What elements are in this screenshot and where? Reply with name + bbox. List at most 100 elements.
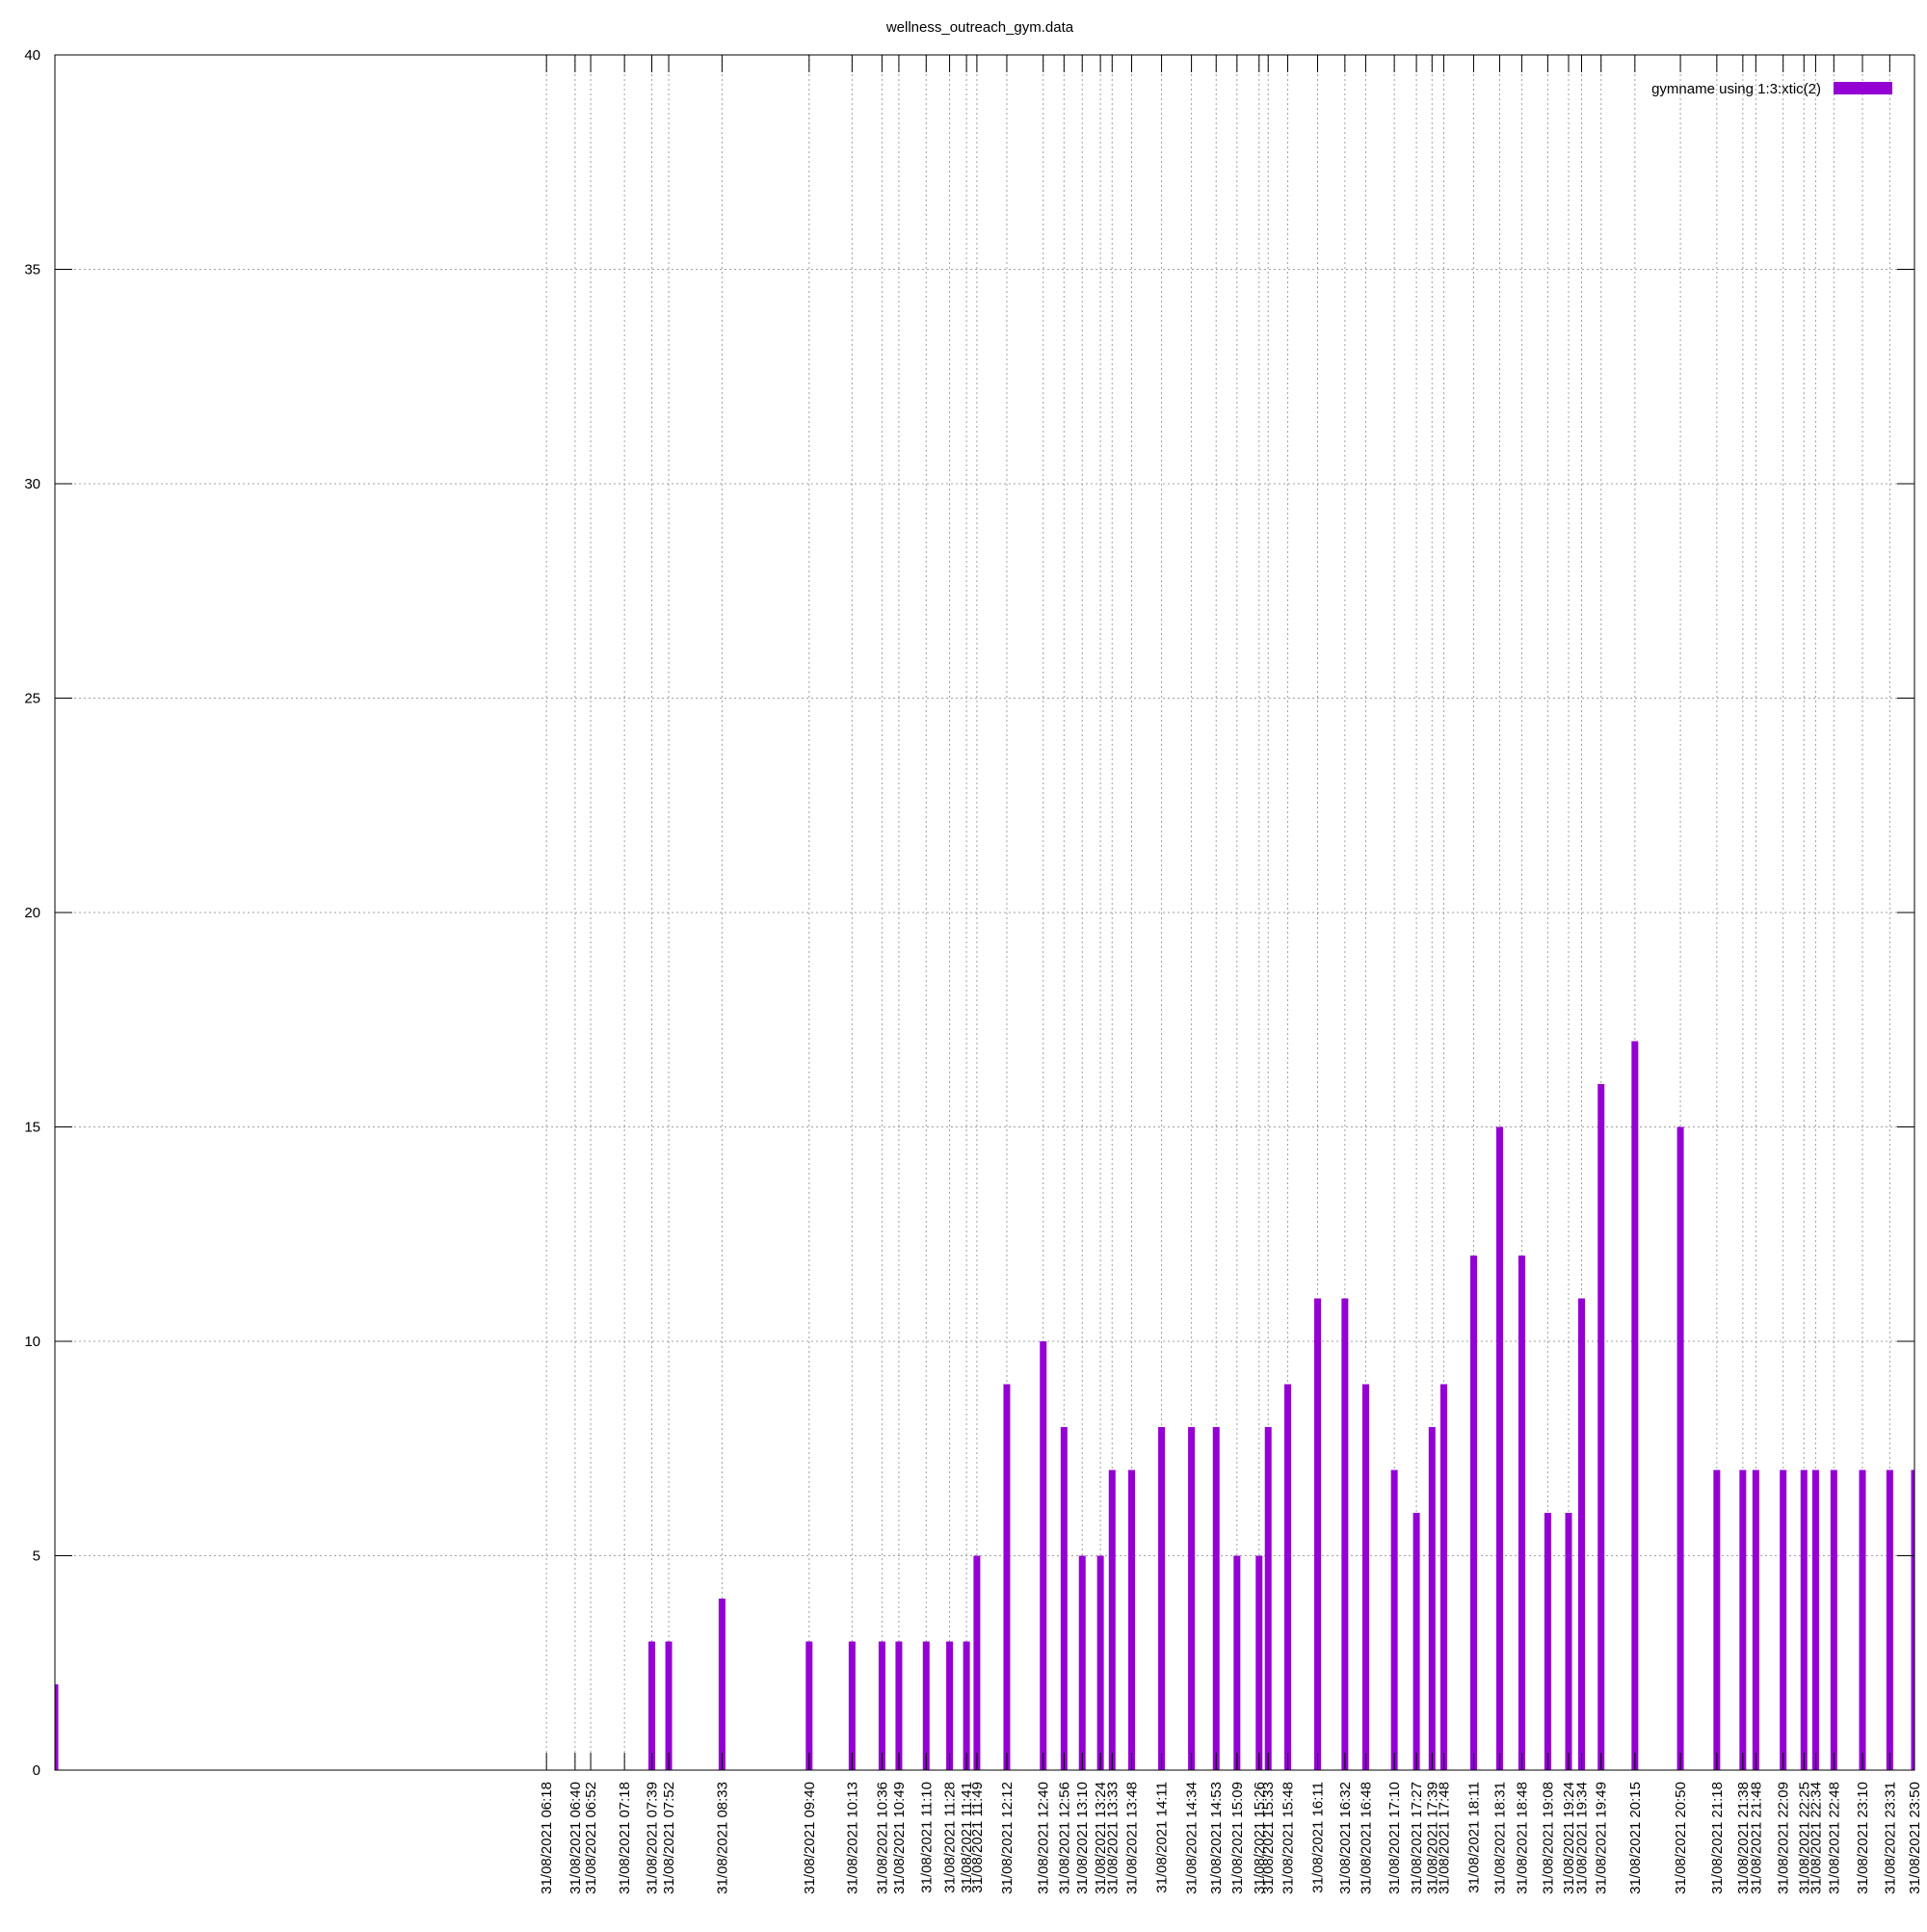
bar	[1830, 1469, 1837, 1770]
bar	[1255, 1555, 1263, 1770]
bar	[1780, 1469, 1787, 1770]
bar	[55, 1684, 59, 1770]
bar	[1003, 1384, 1011, 1770]
y-tick-label: 15	[24, 1120, 40, 1136]
x-tick-label: 31/08/2021 15:33	[1260, 1782, 1277, 1894]
x-tick-label: 31/08/2021 16:11	[1310, 1782, 1327, 1893]
bar	[1565, 1513, 1572, 1770]
bar	[1158, 1427, 1166, 1770]
x-tick-label: 31/08/2021 11:10	[918, 1782, 935, 1893]
bar	[1752, 1469, 1759, 1770]
x-tick-label: 31/08/2021 12:56	[1056, 1782, 1072, 1894]
bar	[1439, 1384, 1447, 1770]
bar	[718, 1599, 726, 1770]
bar	[946, 1641, 954, 1770]
x-tick-label: 31/08/2021 07:39	[644, 1782, 660, 1894]
bar	[1264, 1427, 1272, 1770]
x-tick-label: 31/08/2021 06:18	[539, 1782, 555, 1894]
x-tick-label: 31/08/2021 16:32	[1337, 1782, 1354, 1894]
x-tick-label: 31/08/2021 14:53	[1208, 1782, 1225, 1894]
y-tick-label: 40	[24, 47, 40, 64]
x-tick-label: 31/08/2021 22:34	[1808, 1782, 1824, 1894]
x-tick-label: 31/08/2021 20:15	[1627, 1782, 1644, 1894]
x-tick-label: 31/08/2021 19:24	[1561, 1782, 1577, 1894]
x-tick-label: 31/08/2021 17:10	[1386, 1782, 1403, 1894]
x-tick-label: 31/08/2021 21:38	[1735, 1782, 1752, 1894]
bar	[973, 1555, 981, 1770]
bar	[1314, 1298, 1322, 1770]
bar	[1713, 1469, 1721, 1770]
bar	[1518, 1256, 1525, 1770]
x-tick-label: 31/08/2021 23:50	[1907, 1782, 1923, 1894]
x-tick-label: 31/08/2021 19:49	[1594, 1782, 1610, 1894]
x-tick-label: 31/08/2021 22:25	[1796, 1782, 1812, 1894]
bar	[1096, 1555, 1104, 1770]
y-tick-label: 25	[24, 691, 40, 707]
x-tick-label: 31/08/2021 07:52	[661, 1782, 677, 1894]
bar	[963, 1641, 970, 1770]
bar	[1577, 1298, 1585, 1770]
bar	[1188, 1427, 1196, 1770]
plot-border	[54, 54, 1915, 1771]
x-tick-label: 31/08/2021 11:41	[959, 1782, 975, 1893]
x-tick-label: 31/08/2021 07:18	[617, 1782, 633, 1894]
bar	[1108, 1469, 1116, 1770]
x-tick-label: 31/08/2021 06:40	[568, 1782, 584, 1894]
bar	[1544, 1513, 1551, 1770]
x-tick-label: 31/08/2021 09:40	[802, 1782, 818, 1894]
bar	[647, 1641, 655, 1770]
bar	[1859, 1469, 1866, 1770]
bars	[55, 1041, 1914, 1770]
x-tick-label: 31/08/2021 13:33	[1104, 1782, 1121, 1894]
x-tick-label: 31/08/2021 18:48	[1514, 1782, 1530, 1894]
bar	[848, 1641, 856, 1770]
bar	[1361, 1384, 1369, 1770]
x-tick-label: 31/08/2021 08:33	[714, 1782, 730, 1894]
bar	[1495, 1126, 1503, 1770]
x-tick-label: 31/08/2021 14:11	[1154, 1782, 1171, 1893]
bar	[1811, 1469, 1819, 1770]
bar	[1412, 1513, 1420, 1770]
x-tick-label: 31/08/2021 17:48	[1436, 1782, 1452, 1894]
bar	[1428, 1427, 1436, 1770]
bar	[1283, 1384, 1291, 1770]
x-tick-label: 31/08/2021 17:27	[1409, 1782, 1425, 1894]
y-tick-label: 5	[33, 1548, 40, 1565]
bar	[922, 1641, 930, 1770]
x-tick-label: 31/08/2021 10:49	[891, 1782, 908, 1894]
x-tick-label: 31/08/2021 13:10	[1074, 1782, 1091, 1894]
x-tick-label: 31/08/2021 19:08	[1540, 1782, 1556, 1894]
bar	[1739, 1469, 1747, 1770]
bar	[1800, 1469, 1808, 1770]
x-tick-label: 31/08/2021 19:34	[1573, 1782, 1590, 1894]
bar	[1212, 1427, 1220, 1770]
x-tick-label: 31/08/2021 23:31	[1882, 1782, 1898, 1894]
bar	[805, 1641, 813, 1770]
x-tick-label: 31/08/2021 13:48	[1124, 1782, 1141, 1894]
x-tick-label: 31/08/2021 17:39	[1424, 1782, 1440, 1894]
x-tick-label: 31/08/2021 22:09	[1776, 1782, 1792, 1894]
bar	[1341, 1298, 1349, 1770]
legend-label: gymname using 1:3:xtic(2)	[1651, 81, 1821, 97]
x-tick-label: 31/08/2021 06:52	[583, 1782, 599, 1894]
x-tick-label: 31/08/2021 11:49	[969, 1782, 986, 1893]
bar	[1128, 1469, 1136, 1770]
bar	[665, 1641, 673, 1770]
bar	[1233, 1555, 1241, 1770]
y-tick-label: 0	[33, 1762, 40, 1779]
bar	[1078, 1555, 1086, 1770]
y-tick-label: 10	[24, 1334, 40, 1350]
x-tick-label: 31/08/2021 12:12	[999, 1782, 1016, 1894]
chart-title: wellness_outreach_gym.data	[885, 19, 1074, 36]
x-tick-label: 31/08/2021 14:34	[1184, 1782, 1201, 1894]
x-tick-label: 31/08/2021 15:48	[1280, 1782, 1296, 1894]
y-tick-label: 30	[24, 476, 40, 492]
x-tick-label: 31/08/2021 21:48	[1748, 1782, 1764, 1894]
x-tick-label: 31/08/2021 18:31	[1491, 1782, 1508, 1894]
bar	[895, 1641, 903, 1770]
grid-lines	[55, 55, 1915, 1770]
bar	[1911, 1469, 1914, 1770]
bar	[1631, 1041, 1639, 1770]
